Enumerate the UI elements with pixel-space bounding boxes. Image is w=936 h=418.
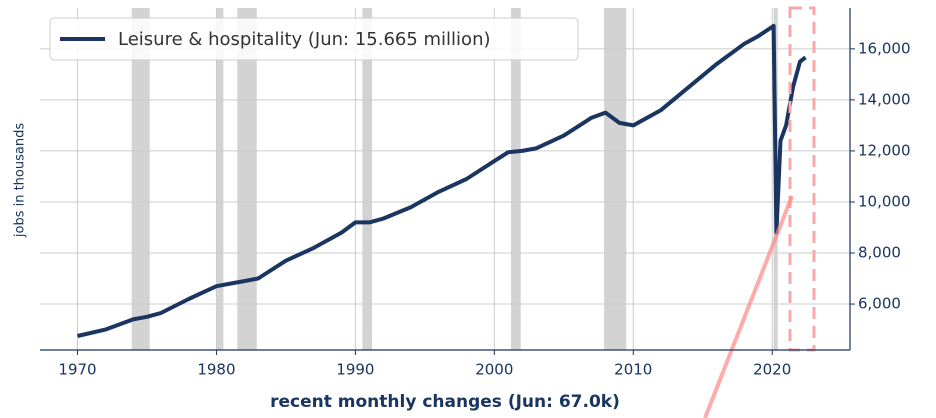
recession-band xyxy=(604,8,627,350)
x-tick-label: 1980 xyxy=(197,361,235,379)
x-tick-label: 1970 xyxy=(58,361,96,379)
x-axis-label: recent monthly changes (Jun: 67.0k) xyxy=(270,392,620,412)
highlight-box xyxy=(788,6,816,352)
recession-band xyxy=(362,8,373,350)
y-tick-label: 16,000 xyxy=(858,39,911,57)
x-tick-label: 2010 xyxy=(614,361,652,379)
y-tick-label: 6,000 xyxy=(858,295,901,313)
legend-label: Leisure & hospitality (Jun: 15.665 milli… xyxy=(118,29,491,50)
recession-band xyxy=(131,8,150,350)
annotation-arrow xyxy=(703,195,794,418)
legend xyxy=(49,17,579,61)
series-line xyxy=(77,23,807,338)
recession-band xyxy=(237,8,257,350)
y-tick-label: 14,000 xyxy=(858,90,911,108)
y-axis-label: jobs in thousands xyxy=(13,123,28,238)
y-tick-label: 8,000 xyxy=(858,244,901,262)
y-tick-label: 10,000 xyxy=(858,192,911,210)
y-tick-label: 12,000 xyxy=(858,141,911,159)
recession-band xyxy=(216,8,224,350)
x-tick-label: 2000 xyxy=(475,361,513,379)
x-tick-label: 1990 xyxy=(336,361,374,379)
recession-band xyxy=(510,8,521,350)
x-tick-label: 2020 xyxy=(753,361,791,379)
